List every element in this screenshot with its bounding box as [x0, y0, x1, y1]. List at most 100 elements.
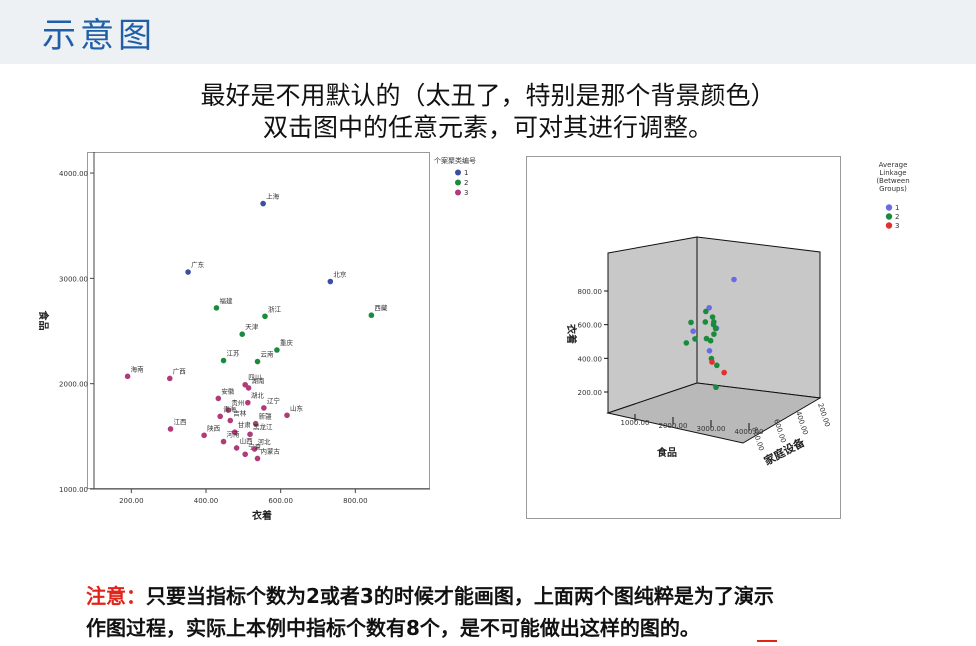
data-point	[261, 405, 267, 411]
vertical-tick-label: 400.00	[578, 355, 603, 363]
data-point	[690, 328, 696, 335]
data-point	[233, 445, 240, 451]
data-point	[703, 308, 709, 315]
header-bar	[0, 0, 976, 64]
left-chart-panel[interactable]	[87, 152, 430, 489]
point-label: 青海	[223, 404, 237, 413]
x-tick-label: 4000.00	[735, 428, 764, 436]
data-point	[254, 358, 261, 365]
data-point	[220, 357, 227, 364]
data-point	[688, 319, 694, 326]
legend-marker	[455, 169, 461, 176]
x-tick-label: 3000.00	[697, 425, 726, 433]
data-point	[225, 407, 232, 413]
data-point	[368, 312, 375, 319]
data-point	[239, 331, 246, 337]
data-point	[707, 337, 714, 344]
data-point	[284, 412, 290, 419]
point-label: 北京	[333, 270, 347, 279]
legend-title-line: Linkage	[879, 169, 906, 177]
point-label: 福建	[219, 296, 233, 305]
point-label: 辽宁	[267, 396, 281, 405]
legend-marker	[455, 189, 461, 196]
point-label: 内蒙古	[261, 446, 281, 455]
point-label: 湖南	[252, 376, 266, 385]
point-label: 新疆	[259, 412, 273, 421]
point-label: 宁夏	[248, 442, 262, 451]
data-point	[721, 369, 727, 376]
note-label: 注意：	[86, 584, 146, 608]
vertical-tick-label: 200.00	[578, 389, 603, 397]
data-point	[709, 359, 715, 365]
point-label: 吉林	[233, 409, 247, 418]
data-point	[254, 455, 261, 462]
data-point	[247, 431, 253, 438]
data-point	[242, 451, 248, 458]
note-text-1: 只要当指标个数为2或者3的时候才能画图，上面两个图纯粹是为了演示	[146, 584, 774, 608]
data-point	[124, 373, 131, 380]
data-point	[185, 269, 191, 275]
data-point	[327, 278, 334, 285]
legend-title-line: Average	[879, 161, 908, 169]
point-label: 陕西	[207, 423, 221, 432]
point-label: 河南	[227, 430, 241, 439]
data-point	[692, 336, 698, 342]
vertical-axis-title: 衣着	[565, 324, 578, 344]
point-label: 西藏	[374, 303, 388, 312]
data-point	[167, 426, 174, 432]
y-tick-label: 4000.00	[59, 170, 88, 178]
x-axis-title: 衣着	[252, 509, 272, 522]
data-point	[231, 429, 238, 435]
data-point	[217, 413, 223, 420]
data-point	[683, 340, 690, 346]
point-label: 四川	[248, 374, 261, 382]
point-label: 江苏	[227, 349, 241, 358]
data-point	[201, 432, 207, 439]
data-point	[703, 335, 710, 342]
data-point	[274, 347, 280, 353]
note-line-2: 作图过程，实际上本例中指标个数有8个，是不可能做出这样的图的。	[86, 616, 700, 640]
slide-title: 示意图	[42, 16, 156, 56]
data-point	[166, 375, 173, 382]
x-tick-label: 600.00	[268, 497, 293, 505]
corner-mark	[757, 640, 777, 646]
legend-title-line: Groups)	[879, 185, 907, 193]
subtitle-line-2: 双击图中的任意元素，可对其进行调整。	[262, 113, 713, 142]
back-wall-left	[607, 236, 698, 414]
data-point	[245, 399, 251, 406]
legend-marker	[885, 222, 893, 229]
legend-title-line: (Between	[876, 177, 909, 185]
point-label: 山西	[240, 436, 254, 445]
y-axis-title: 食品	[37, 310, 50, 331]
data-point	[706, 348, 713, 354]
data-point	[227, 417, 234, 424]
legend-marker	[455, 179, 461, 186]
data-point	[702, 319, 709, 325]
x-tick-label: 200.00	[119, 497, 144, 505]
data-point	[220, 438, 227, 445]
point-label: 山东	[290, 403, 304, 412]
point-label: 甘肃	[238, 420, 252, 429]
legend-label: 2	[464, 179, 468, 187]
point-label: 广西	[173, 366, 187, 375]
point-label: 上海	[266, 192, 280, 201]
legend-label: 1	[895, 204, 899, 212]
point-label: 浙江	[268, 304, 282, 313]
vertical-tick-label: 600.00	[578, 322, 603, 330]
y-tick-label: 3000.00	[59, 275, 88, 283]
x-axis-title: 食品	[656, 446, 677, 459]
z-tick-label: 400.00	[794, 410, 809, 436]
legend-label: 2	[895, 213, 899, 221]
data-point	[714, 362, 720, 369]
data-point	[251, 446, 258, 452]
x-tick-label: 800.00	[343, 497, 368, 505]
x-tick-label: 400.00	[194, 497, 219, 505]
data-point	[245, 385, 252, 391]
legend-label: 3	[464, 189, 468, 197]
point-label: 湖北	[251, 391, 265, 400]
point-label: 江西	[174, 418, 188, 426]
x-tick-label: 2000.00	[659, 422, 688, 430]
legend-title: 个案聚类编号	[434, 156, 476, 165]
